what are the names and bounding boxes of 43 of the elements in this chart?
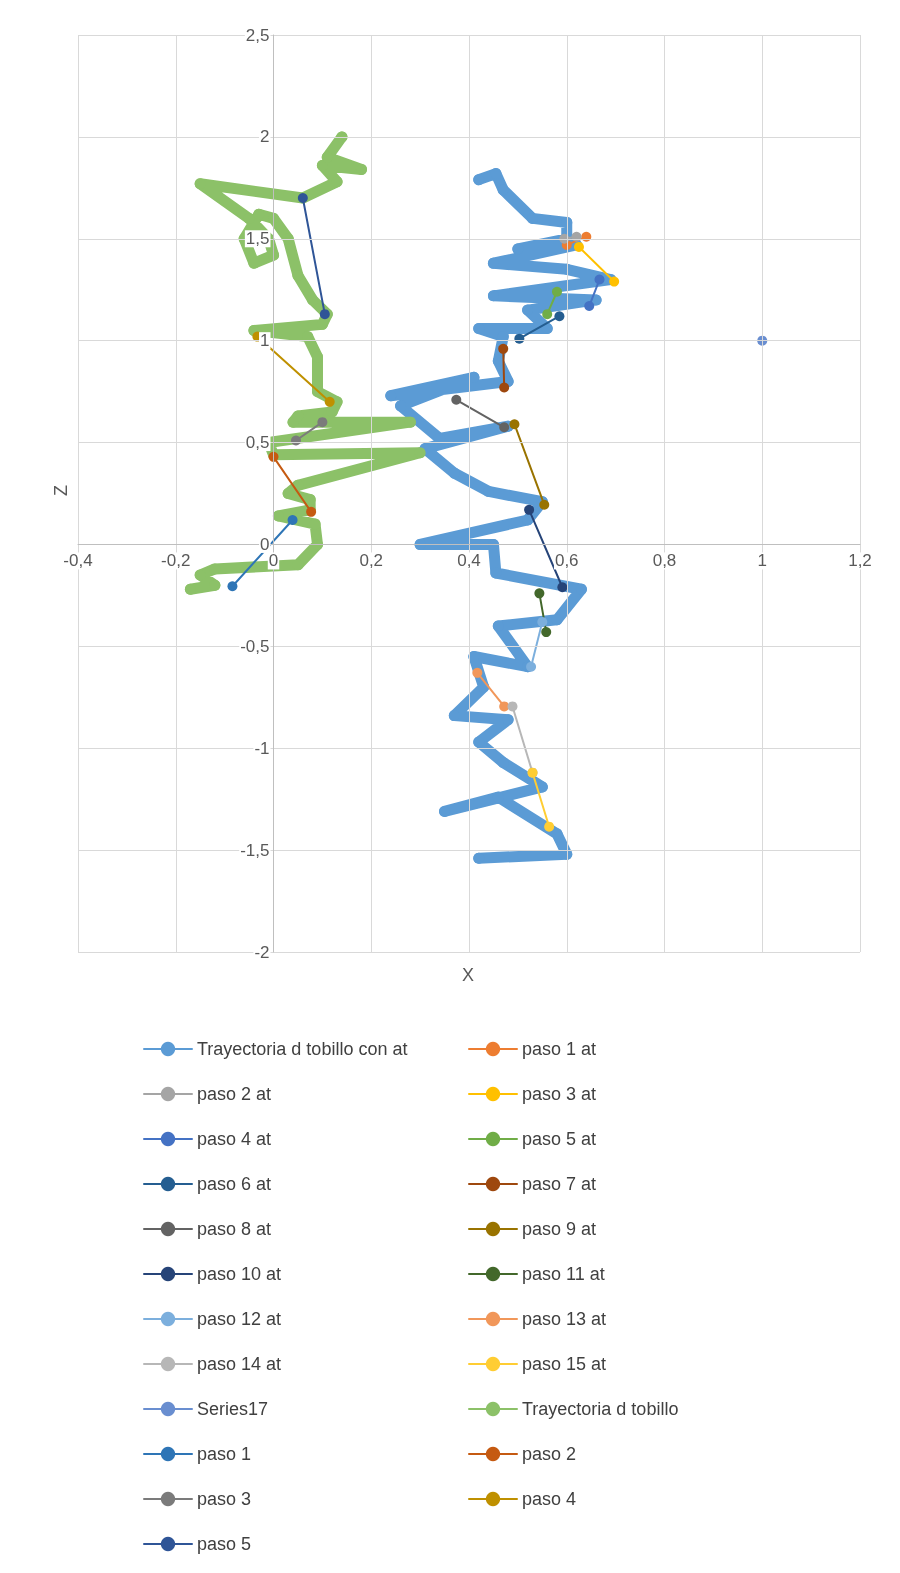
- x-tick-label: 1,2: [848, 551, 872, 571]
- legend-label: paso 2 at: [197, 1084, 272, 1104]
- legend-label: paso 5 at: [522, 1129, 597, 1149]
- legend-label: paso 4 at: [197, 1129, 272, 1149]
- x-axis-title: X: [462, 965, 475, 985]
- legend-label: paso 6 at: [197, 1174, 272, 1194]
- legend-label: Series17: [197, 1399, 269, 1419]
- y-tick-label: -1: [254, 738, 270, 758]
- x-tick-label: 0,6: [554, 551, 579, 571]
- x-tick-label: 0,8: [652, 551, 677, 571]
- y-tick-label: 1: [260, 331, 270, 351]
- x-tick-label: -0,4: [63, 551, 93, 571]
- legend-label: paso 13 at: [522, 1309, 607, 1329]
- y-tick-label: -1,5: [240, 840, 270, 860]
- y-tick-label: 0,5: [245, 433, 270, 453]
- legend-label: paso 3: [197, 1489, 252, 1509]
- y-tick-label: 2,5: [245, 25, 270, 45]
- x-tick-label: 0,4: [457, 551, 481, 571]
- legend-label: paso 7 at: [522, 1174, 597, 1194]
- y-tick-label: 1,5: [245, 229, 270, 249]
- legend-label: paso 8 at: [197, 1219, 272, 1239]
- y-tick-label: -2: [254, 942, 270, 962]
- legend-label: paso 1: [197, 1444, 252, 1464]
- legend-label: Trayectoria d tobillo con at: [197, 1039, 408, 1059]
- legend-label: paso 9 at: [522, 1219, 597, 1239]
- y-axis-title: Z: [51, 485, 71, 496]
- legend-label: Trayectoria d tobillo: [522, 1399, 679, 1419]
- y-tick-label: -0,5: [240, 636, 270, 656]
- x-tick-label: 1: [757, 551, 767, 571]
- y-tick-label: 2: [260, 127, 270, 147]
- legend-label: paso 15 at: [522, 1354, 607, 1374]
- legend-label: paso 5: [197, 1534, 252, 1554]
- legend-label: paso 11 at: [522, 1264, 605, 1284]
- legend-label: paso 4: [522, 1489, 577, 1509]
- legend-label: paso 2: [522, 1444, 577, 1464]
- legend-label: paso 10 at: [197, 1264, 282, 1284]
- legend-label: paso 14 at: [197, 1354, 282, 1374]
- legend-label: paso 12 at: [197, 1309, 282, 1329]
- legend-label: paso 1 at: [522, 1039, 597, 1059]
- x-tick-label: 0,2: [359, 551, 384, 571]
- legend-label: paso 3 at: [522, 1084, 597, 1104]
- x-tick-label: -0,2: [161, 551, 191, 571]
- y-tick-label: 0: [260, 534, 270, 554]
